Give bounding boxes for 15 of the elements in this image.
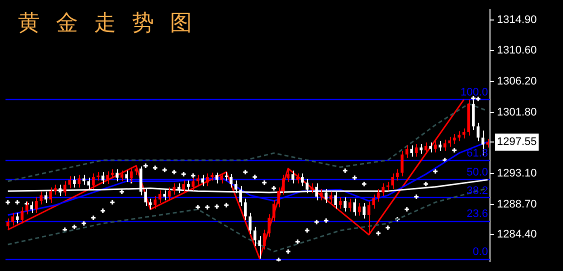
annotation: 23.6 <box>466 208 488 220</box>
y-tick-label: 1306.20 <box>497 75 537 88</box>
y-tick-label: 1284.40 <box>497 228 537 241</box>
chart-title: 黄金走势图 <box>18 10 208 38</box>
y-tick-label: 1310.60 <box>497 44 537 56</box>
annotation: 50.0 <box>466 166 488 179</box>
annotation: 100.0 <box>460 86 488 98</box>
y-tick-label: 1297.55 <box>497 136 537 148</box>
annotation: 0.0 <box>472 246 488 258</box>
annotation: 38.2 <box>466 184 488 197</box>
y-tick-label: 1288.70 <box>497 198 537 210</box>
annotation: 61.8 <box>466 148 488 160</box>
y-tick-label: 1293.10 <box>497 168 537 180</box>
y-tick-label: 1301.80 <box>497 106 537 118</box>
y-tick-label: 1314.90 <box>497 14 537 26</box>
